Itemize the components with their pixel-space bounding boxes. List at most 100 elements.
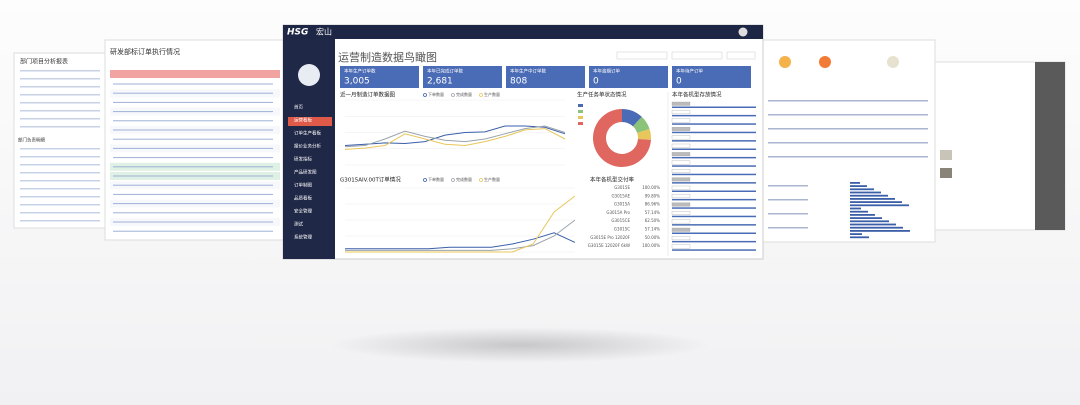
row-line bbox=[20, 110, 100, 112]
menu-item[interactable]: 首页 bbox=[294, 104, 303, 111]
bar bbox=[672, 215, 756, 218]
legend-label: 下单数量 bbox=[428, 176, 444, 182]
row-line bbox=[20, 94, 100, 96]
filter[interactable] bbox=[616, 51, 668, 60]
legend-swatch bbox=[451, 93, 455, 97]
menu-item[interactable]: 安全管理 bbox=[294, 208, 312, 215]
menu-item[interactable]: 研发指标 bbox=[294, 156, 312, 163]
kpi-value: 808 bbox=[510, 77, 527, 87]
sidebar bbox=[1035, 62, 1065, 230]
legend-label: 下单数量 bbox=[428, 91, 444, 97]
kpi-label: 本年已完成订单数 bbox=[427, 68, 463, 75]
row-line bbox=[113, 101, 273, 103]
tag bbox=[671, 177, 691, 182]
bar bbox=[672, 182, 756, 184]
tag bbox=[671, 127, 691, 131]
line bbox=[344, 125, 566, 148]
row-line bbox=[113, 184, 273, 186]
bar bbox=[850, 198, 895, 200]
tag bbox=[671, 101, 691, 106]
bar bbox=[850, 210, 868, 213]
chart-title: 生产任务单状态情况 bbox=[577, 91, 627, 99]
menu-item[interactable]: 产品研发图 bbox=[294, 169, 317, 176]
bar bbox=[672, 190, 756, 192]
bar bbox=[672, 148, 756, 150]
active-menu bbox=[288, 117, 332, 126]
brand: HSG bbox=[287, 28, 308, 38]
panel bbox=[13, 52, 110, 229]
kpi-card bbox=[340, 66, 419, 88]
kpi-card bbox=[506, 66, 585, 88]
bar bbox=[850, 191, 881, 194]
bar bbox=[672, 140, 756, 142]
row-line bbox=[20, 180, 100, 182]
tag bbox=[671, 110, 691, 115]
kpi-value: 2,681 bbox=[427, 77, 453, 87]
row-line bbox=[113, 193, 273, 195]
rate: 100.00% bbox=[642, 243, 660, 248]
rate: 86.96% bbox=[645, 202, 660, 207]
row-line bbox=[20, 126, 100, 128]
model: G3015CE bbox=[611, 218, 630, 223]
line bbox=[344, 125, 566, 146]
menu-item[interactable]: 品质看板 bbox=[294, 195, 312, 202]
legend-swatch bbox=[479, 178, 483, 182]
button[interactable] bbox=[726, 51, 756, 60]
rate: 50.00% bbox=[645, 235, 660, 240]
row-line bbox=[20, 70, 100, 72]
dashboard: HSG 宏山 首页运营看板订单生产看板报价业务分析研发指标产品研发图订单制图品质… bbox=[282, 24, 764, 260]
order-report: 研发部标订单执行情况 bbox=[104, 39, 286, 241]
icon bbox=[819, 56, 831, 68]
row-line bbox=[768, 114, 928, 116]
rate: 57.14% bbox=[645, 210, 660, 215]
model: G3015E 12020F 6kW bbox=[588, 243, 630, 248]
panel-title: 研发部标订单执行情况 bbox=[110, 47, 180, 56]
row-line bbox=[20, 148, 100, 150]
shadow bbox=[330, 327, 710, 363]
icon bbox=[887, 56, 899, 68]
row-line bbox=[20, 188, 100, 190]
donut-segment bbox=[632, 116, 650, 134]
tag bbox=[671, 169, 691, 173]
legend-swatch bbox=[479, 93, 483, 97]
kpi-label: 本年逾期订单 bbox=[593, 68, 620, 75]
tag bbox=[671, 118, 691, 123]
row-line bbox=[768, 213, 808, 215]
row-line bbox=[20, 86, 100, 88]
row-line bbox=[768, 156, 928, 158]
row-line bbox=[20, 204, 100, 206]
kpi-label: 本年生产订单数 bbox=[344, 68, 376, 75]
row-line bbox=[20, 196, 100, 198]
row-line bbox=[113, 175, 273, 177]
menu-item[interactable]: 报价业务分析 bbox=[294, 143, 321, 150]
bar bbox=[672, 207, 756, 209]
menu-item[interactable]: 测试 bbox=[294, 221, 303, 228]
donut-segment bbox=[637, 129, 651, 140]
menu-item[interactable]: 订单制图 bbox=[294, 182, 312, 189]
tag bbox=[671, 194, 691, 199]
tag bbox=[671, 152, 691, 157]
panel-title: 部门项目分析报表 bbox=[20, 58, 68, 66]
row-line bbox=[113, 92, 273, 94]
left-report: 部门项目分析报表 部门负责明细 bbox=[13, 52, 110, 229]
row-line bbox=[113, 138, 273, 140]
kpi-value: 3,005 bbox=[344, 77, 370, 87]
model: G3015AE bbox=[611, 193, 630, 198]
bar bbox=[672, 224, 756, 226]
bar bbox=[850, 230, 910, 232]
bar bbox=[672, 198, 756, 201]
row-line bbox=[768, 128, 928, 130]
menu-item[interactable]: 运营看板 bbox=[294, 117, 312, 124]
menu-item[interactable]: 系统管理 bbox=[294, 234, 312, 241]
legend-swatch bbox=[451, 178, 455, 182]
kpi-label: 本年待产订单 bbox=[676, 68, 703, 75]
bar bbox=[850, 233, 862, 235]
right-panel bbox=[759, 39, 1066, 243]
icon bbox=[779, 56, 791, 68]
kpi-label: 本年生产中订单数 bbox=[510, 68, 546, 75]
tag bbox=[671, 202, 691, 207]
bar bbox=[672, 156, 756, 159]
row-line bbox=[768, 227, 808, 229]
menu-item[interactable]: 订单生产看板 bbox=[294, 130, 321, 137]
filter[interactable] bbox=[671, 51, 723, 60]
